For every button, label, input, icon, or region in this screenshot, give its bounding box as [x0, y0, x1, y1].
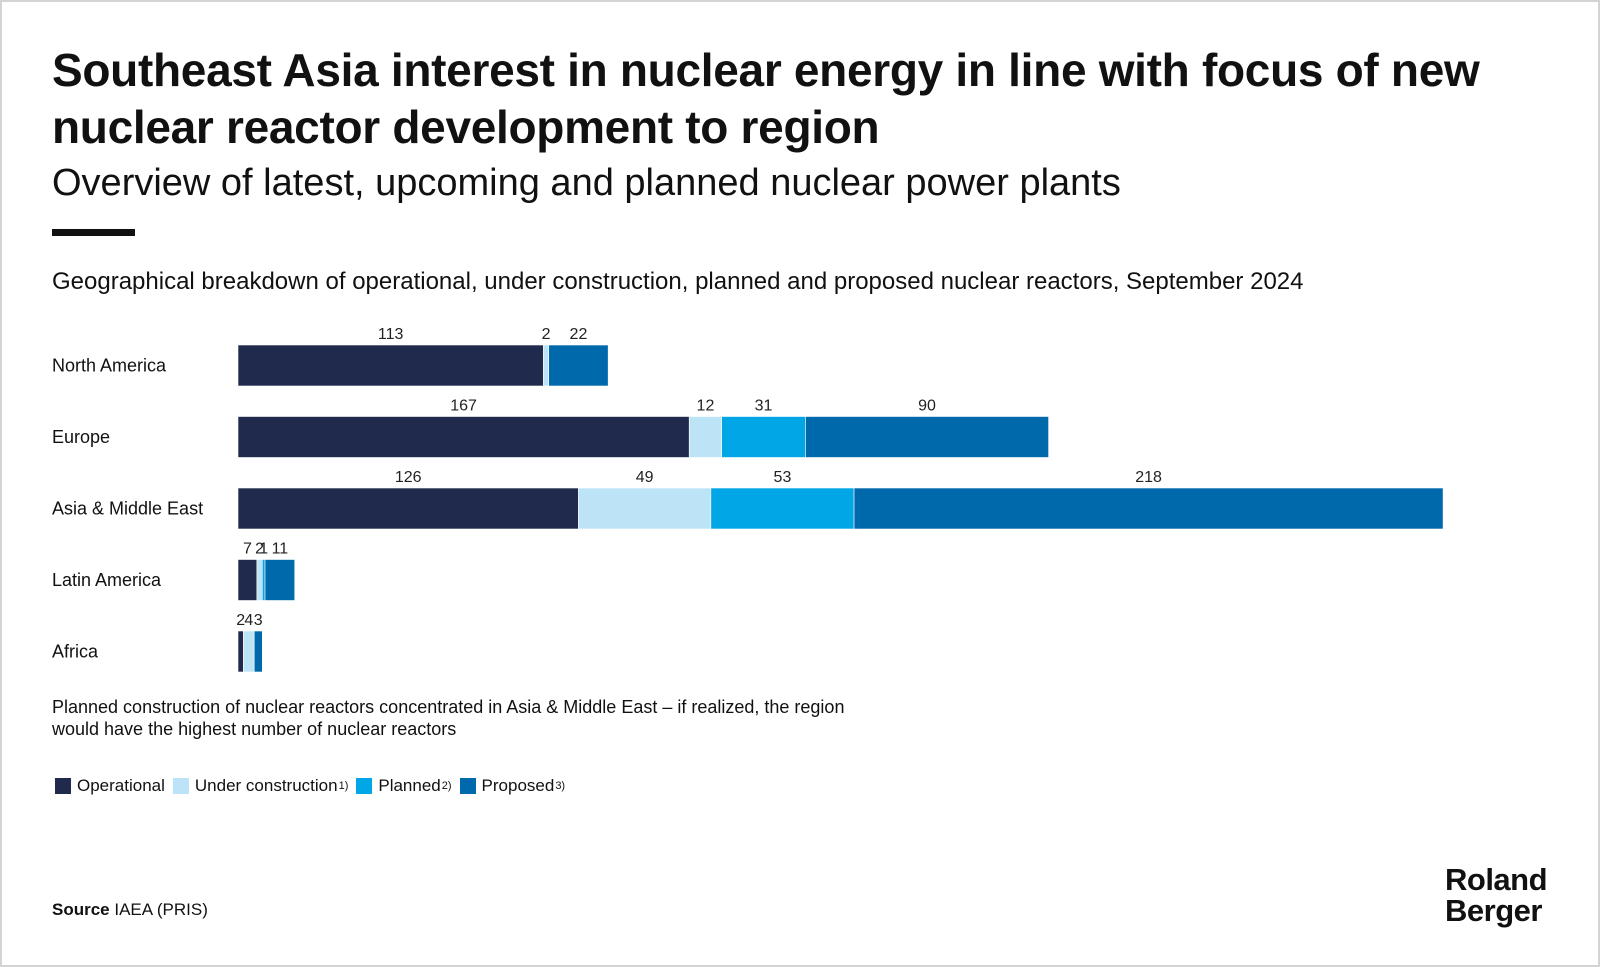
bar-europe-planned: [721, 416, 806, 458]
data-label-asia-and-middle-east-proposed: 218: [1135, 469, 1162, 486]
bar-asia-and-middle-east-operational: [237, 487, 579, 530]
bar-latin-america-proposed: [264, 559, 296, 601]
legend-swatch-planned: [356, 778, 373, 794]
data-label-latin-america-proposed: 11: [272, 541, 289, 558]
page-subtitle: Overview of latest, upcoming and planned…: [52, 162, 1121, 204]
bar-asia-and-middle-east-planned: [710, 487, 855, 530]
legend: Operational Under construction 1) Planned…: [55, 776, 573, 796]
category-label-asia-and-middle-east: Asia & Middle East: [52, 499, 203, 519]
category-label-north-america: North America: [52, 356, 167, 376]
data-label-europe-under-construction: 12: [697, 398, 715, 415]
category-label-latin-america: Latin America: [52, 570, 162, 590]
roland-berger-logo: Roland Berger: [1445, 862, 1548, 928]
legend-label-operational: Operational: [77, 776, 165, 795]
legend-item-planned: Planned 2): [356, 776, 452, 796]
bar-north-america-proposed: [548, 344, 609, 387]
bar-europe-operational: [237, 416, 690, 458]
data-label-north-america-operational: 113: [378, 326, 404, 343]
data-label-africa-under-construction: 4: [244, 612, 253, 629]
bar-latin-america-operational: [237, 559, 258, 601]
data-label-north-america-proposed: 22: [570, 326, 588, 343]
bar-asia-and-middle-east-under-construction: [578, 487, 712, 530]
legend-label-proposed: Proposed: [481, 776, 555, 795]
legend-item-under-construction: Under construction 1): [172, 776, 349, 796]
legend-item-proposed: Proposed 3): [459, 776, 566, 796]
legend-swatch-under-construction: [172, 778, 189, 794]
bar-latin-america-under-construction: [256, 559, 263, 601]
data-label-europe-proposed: 90: [918, 398, 936, 415]
data-label-latin-america-under-construction: 2: [255, 541, 264, 558]
legend-footnote-proposed: 3): [555, 780, 566, 792]
data-label-latin-america-planned: 1: [259, 541, 268, 558]
logo-line-1: Roland: [1445, 862, 1548, 897]
category-label-africa: Africa: [52, 642, 99, 662]
chart-title: Geographical breakdown of operational, u…: [52, 268, 1304, 295]
data-label-europe-operational: 167: [450, 398, 477, 415]
data-label-europe-planned: 31: [755, 398, 773, 415]
data-label-asia-and-middle-east-operational: 126: [395, 469, 422, 486]
data-label-latin-america-operational: 7: [243, 541, 252, 558]
data-label-north-america-under-construction: 2: [542, 326, 551, 343]
data-label-africa-proposed: 3: [254, 612, 263, 629]
bar-europe-proposed: [805, 416, 1049, 458]
logo-line-2: Berger: [1445, 893, 1542, 928]
chart-note: Planned construction of nuclear reactors…: [52, 697, 845, 739]
legend-swatch-operational: [55, 778, 71, 794]
legend-footnote-planned: 2): [441, 780, 452, 792]
bar-asia-and-middle-east-proposed: [853, 487, 1444, 530]
data-label-asia-and-middle-east-planned: 53: [774, 469, 792, 486]
source-text: IAEA (PRIS): [114, 900, 208, 919]
legend-footnote-under-construction: 1): [338, 780, 349, 792]
bar-africa-proposed: [253, 630, 263, 673]
bar-latin-america-planned: [262, 559, 266, 601]
legend-swatch-proposed: [459, 778, 476, 794]
bar-north-america-operational: [237, 344, 544, 387]
accent-rule: [52, 229, 135, 236]
data-label-africa-operational: 2: [236, 612, 245, 629]
data-label-asia-and-middle-east-under-construction: 49: [636, 469, 654, 486]
legend-label-planned: Planned: [378, 776, 441, 795]
bar-europe-under-construction: [688, 416, 722, 458]
source-line: Source IAEA (PRIS): [52, 900, 208, 920]
page-title: Southeast Asia interest in nuclear energ…: [52, 44, 1480, 153]
source-label: Source: [52, 900, 110, 919]
bar-africa-operational: [237, 630, 244, 673]
category-label-europe: Europe: [52, 427, 110, 447]
bar-africa-under-construction: [243, 630, 255, 673]
legend-label-under-construction: Under construction: [194, 776, 338, 795]
legend-item-operational: Operational: [55, 776, 165, 796]
bar-north-america-under-construction: [543, 344, 550, 387]
